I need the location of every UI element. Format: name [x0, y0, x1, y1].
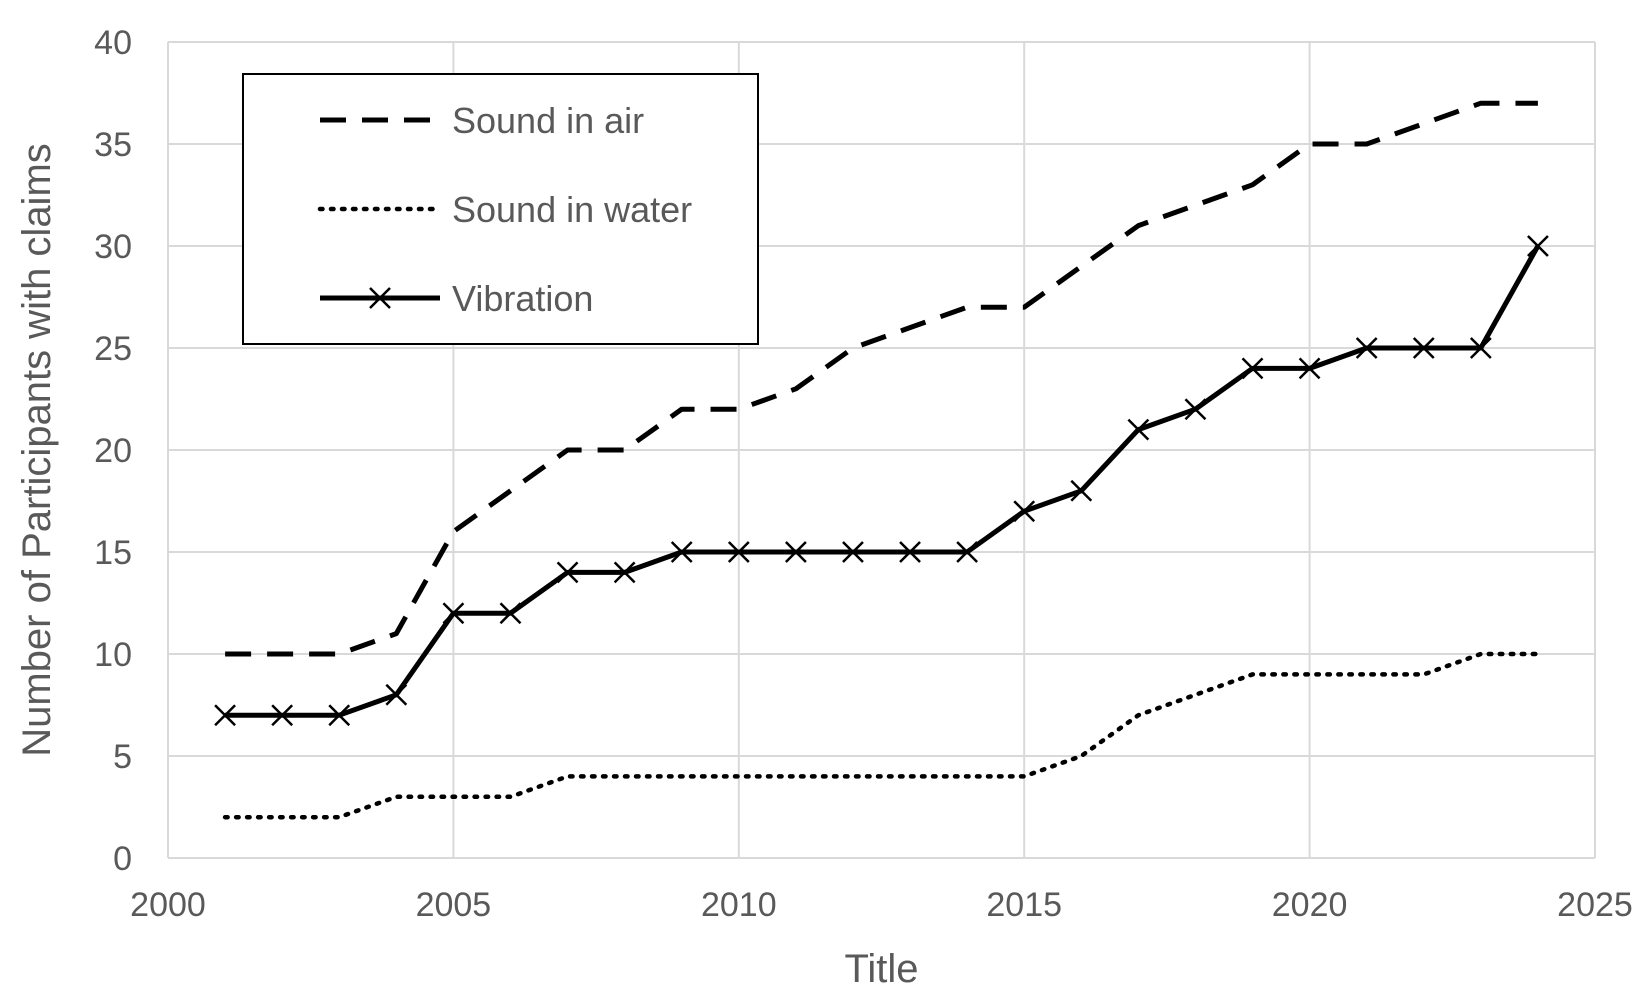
series-sound-in-water	[222, 651, 1541, 820]
data-point-marker	[727, 541, 750, 563]
data-point-marker	[1355, 337, 1378, 359]
data-point-marker	[670, 541, 693, 563]
data-point-marker	[214, 704, 236, 727]
y-tick-label: 0	[113, 840, 132, 878]
x-tick-label: 2005	[416, 886, 492, 924]
x-tick-label: 2015	[986, 886, 1062, 924]
y-tick-label: 40	[94, 24, 132, 62]
y-tick-label: 20	[94, 432, 132, 470]
y-tick-label: 10	[94, 636, 132, 674]
legend: Sound in air Sound in water Vibration	[242, 73, 759, 345]
data-point-marker	[1184, 398, 1207, 421]
legend-item-vibration: Vibration	[320, 278, 593, 319]
data-point-marker	[1527, 235, 1549, 257]
legend-item-sound-in-air: Sound in air	[320, 100, 644, 141]
data-point-marker	[442, 602, 465, 625]
legend-label: Sound in air	[452, 100, 644, 141]
x-axis-title: Title	[844, 947, 918, 990]
data-point-marker	[1412, 337, 1435, 359]
y-axis-title: Number of Participants with claims	[15, 143, 59, 757]
series-line-sound-in-air	[225, 100, 1538, 657]
y-tick-label: 35	[94, 126, 132, 164]
data-point-marker	[613, 561, 636, 584]
x-tick-label: 2010	[701, 886, 777, 924]
data-point-marker	[1241, 357, 1264, 380]
y-tick-label: 25	[94, 330, 132, 368]
legend-marker	[369, 287, 391, 309]
series-line-sound-in-water	[222, 651, 1541, 820]
data-point-marker	[499, 602, 522, 625]
data-point-marker	[899, 541, 921, 563]
data-point-marker	[1127, 418, 1150, 441]
data-point-marker	[385, 683, 408, 706]
x-tick-label: 2000	[130, 886, 206, 924]
series-line-vibration	[225, 244, 1541, 718]
y-tick-label: 30	[94, 228, 132, 266]
series-lines	[214, 100, 1549, 820]
legend-item-sound-in-water: Sound in water	[317, 189, 692, 230]
y-tick-label: 15	[94, 534, 132, 572]
legend-label: Sound in water	[452, 189, 692, 230]
y-tick-label: 5	[113, 738, 132, 776]
series-sound-in-air	[225, 100, 1538, 657]
series-vibration	[214, 235, 1549, 727]
data-point-marker	[1298, 357, 1321, 380]
data-point-marker	[328, 704, 351, 727]
data-point-marker	[842, 541, 864, 563]
x-tick-label: 2020	[1272, 886, 1348, 924]
data-point-marker	[956, 541, 979, 563]
data-point-marker	[271, 704, 294, 727]
data-point-marker	[556, 561, 579, 584]
x-tick-label: 2025	[1557, 886, 1633, 924]
data-point-marker	[784, 541, 807, 563]
data-point-marker	[1070, 479, 1093, 502]
data-point-marker	[1013, 500, 1036, 523]
legend-label: Vibration	[452, 278, 593, 319]
data-point-marker	[1469, 337, 1492, 359]
